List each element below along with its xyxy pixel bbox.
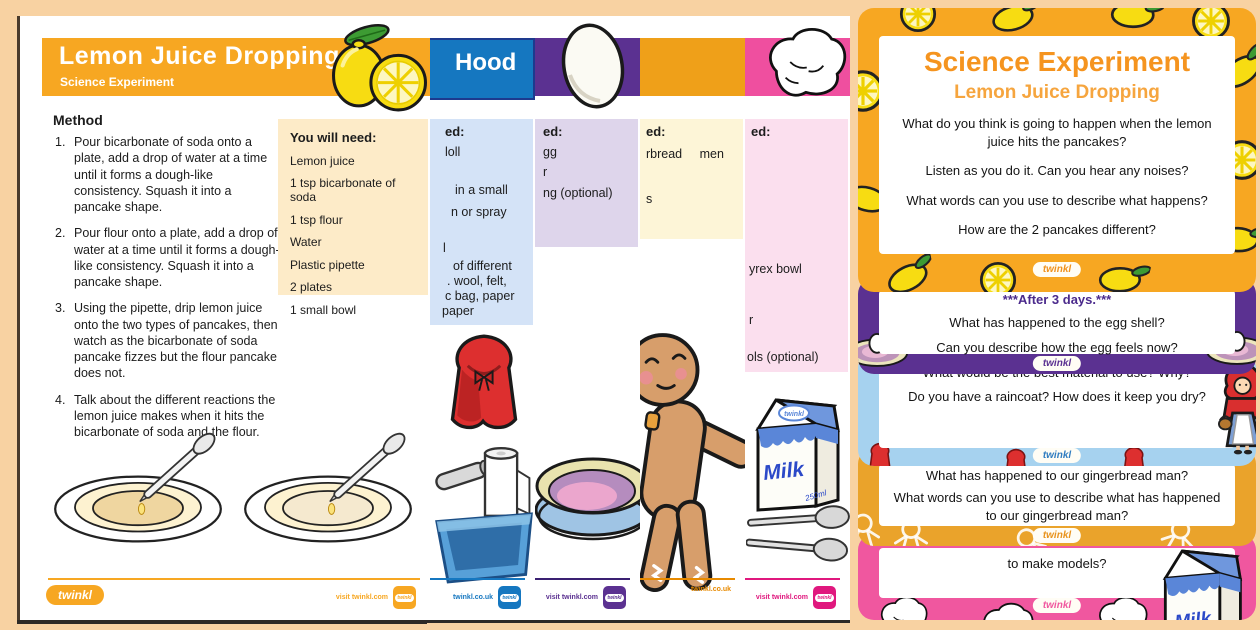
question: What words can you use to describe what … <box>906 192 1208 208</box>
svg-text:250ml: 250ml <box>803 488 828 503</box>
footer-site-link[interactable]: visit twinkl.com <box>335 594 388 601</box>
need-fragment: ed: <box>646 124 666 139</box>
svg-text:twinkl: twinkl <box>784 411 805 418</box>
twinkl-logo: twinkl <box>1032 528 1082 543</box>
need-fragment: . wool, felt, <box>447 274 507 288</box>
need-item: 1 tsp bicarbonate of soda <box>290 176 396 204</box>
need-fragment: of different <box>453 259 512 273</box>
svg-text:Milk: Milk <box>762 458 806 485</box>
worksheet-title: Lemon Juice Dropping <box>59 42 340 70</box>
need-fragment: r <box>749 313 754 327</box>
need-fragment: ols (optional) <box>747 350 819 364</box>
worksheet-title-fragment: Hood <box>455 49 517 76</box>
need-fragment: gg <box>543 145 557 159</box>
question: How are the 2 pancakes different? <box>958 221 1156 237</box>
card-title: Science Experiment <box>923 46 1191 77</box>
method-steps: Pour bicarbonate of soda onto a plate, a… <box>53 134 281 440</box>
card-subtitle: Lemon Juice Dropping <box>954 82 1160 103</box>
twinkl-logo: twinkl <box>1032 448 1082 463</box>
tray-foil-papertowel-icon <box>433 440 535 586</box>
card-panel: to make models? <box>879 548 1235 598</box>
lemon-slice-icon <box>898 8 938 34</box>
question: Can you describe how the egg feels now? <box>936 340 1178 356</box>
question: Listen as you do it. Can you hear any no… <box>925 163 1189 179</box>
twinkl-logo: twinkl <box>46 585 105 605</box>
need-item: Water <box>290 235 322 249</box>
need-fragment: n or spray <box>451 205 507 219</box>
need-fragment: r <box>543 165 548 179</box>
question: Do you have a raincoat? How does it keep… <box>908 389 1206 405</box>
twinkl-badge-icon: twinkl <box>813 586 836 609</box>
question-card-models: to make models? Milk 250ml twinkl <box>858 534 1256 620</box>
need-fragment: loll <box>445 145 461 159</box>
twinkl-badge-icon: twinkl <box>498 586 521 609</box>
card-panel: ***After 3 days.*** What has happened to… <box>879 290 1235 356</box>
twinkl-logo: twinkl <box>1032 262 1082 277</box>
need-item: Plastic pipette <box>290 257 365 272</box>
footer-divider <box>48 578 420 580</box>
need-fragment: ng (optional) <box>543 186 613 200</box>
question-card-egg: ***After 3 days.*** What has happened to… <box>858 278 1256 374</box>
need-fragment: ed: <box>751 124 771 139</box>
lemon-slice-icon <box>978 260 1018 292</box>
question: What do you think is going to happen whe… <box>902 116 1212 150</box>
question: What has happened to the egg shell? <box>949 315 1165 330</box>
red-cape-icon <box>1120 446 1148 466</box>
method-section: Method Pour bicarbonate of soda onto a p… <box>53 112 281 450</box>
spoons-icon <box>746 502 850 572</box>
need-heading: You will need: <box>290 130 377 145</box>
lemon-icon <box>1092 252 1152 292</box>
method-step: Using the pipette, drip lemon juice onto… <box>55 300 278 381</box>
method-step: Talk about the different reactions the l… <box>55 392 276 440</box>
need-fragment: ed: <box>543 124 563 139</box>
need-fragment: s <box>646 192 653 206</box>
need-fragment: ed: <box>445 124 465 139</box>
lemon-icon <box>988 8 1040 32</box>
footer-site-link[interactable]: visit twinkl.com <box>545 594 598 601</box>
need-fragment: l <box>443 241 446 255</box>
worksheet-header-band: Lemon Juice Dropping Science Experiment <box>42 38 430 96</box>
method-heading: Method <box>53 112 103 128</box>
question-card-lemon: Science Experiment Lemon Juice Dropping … <box>858 8 1256 292</box>
need-item: 1 tsp flour <box>290 212 343 227</box>
card-panel: What would be the best material to use? … <box>879 363 1235 448</box>
question: What has happened to our gingerbread man… <box>925 468 1189 483</box>
twinkl-logo: twinkl <box>1032 598 1082 613</box>
footer-site-link[interactable]: twinkl.co.uk <box>452 594 493 601</box>
need-item: 1 small bowl <box>290 302 357 317</box>
cotton-wool-icon <box>976 598 1036 620</box>
card-panel: What has happened to our gingerbread man… <box>879 464 1235 526</box>
footer-site-link[interactable]: twinkl.co.uk <box>690 586 731 593</box>
question: What words can you use to describe what … <box>893 490 1221 524</box>
method-step: Pour bicarbonate of soda onto a plate, a… <box>55 134 268 214</box>
need-fragment: c bag, paper <box>445 289 515 303</box>
svg-text:Milk: Milk <box>1174 607 1214 620</box>
milk-carton-icon: twinkl Milk 250ml <box>746 384 846 514</box>
card-note: ***After 3 days.*** <box>1002 292 1112 307</box>
method-step: Pour flour onto a plate, add a drop of w… <box>55 225 280 289</box>
red-cape-icon <box>441 328 527 440</box>
twinkl-logo: twinkl <box>1032 356 1082 371</box>
lemon-icon <box>879 251 937 292</box>
need-item: Lemon juice <box>290 153 355 168</box>
you-will-need-box: You will need: Lemon juice 1 tsp bicarbo… <box>278 119 428 317</box>
card-panel: Science Experiment Lemon Juice Dropping … <box>879 36 1235 254</box>
need-fragment: in a small <box>455 183 508 197</box>
twinkl-badge-icon: twinkl <box>393 586 416 609</box>
worksheet-subtitle: Science Experiment <box>60 75 175 89</box>
red-cape-icon <box>1002 448 1030 466</box>
lemon-icon <box>1104 8 1166 37</box>
bowl-plate-icon <box>533 444 640 544</box>
need-item: 2 plates <box>290 280 333 294</box>
need-fragment: paper <box>442 304 474 318</box>
worksheet-lemon-juice: Lemon Juice Dropping Science Experiment … <box>20 16 430 620</box>
question: to make models? <box>1007 556 1107 571</box>
twinkl-badge-icon: twinkl <box>603 586 626 609</box>
need-fragment: yrex bowl <box>749 262 802 276</box>
need-fragment: rbread men <box>646 147 724 161</box>
footer-site-link[interactable]: visit twinkl.com <box>755 594 808 601</box>
